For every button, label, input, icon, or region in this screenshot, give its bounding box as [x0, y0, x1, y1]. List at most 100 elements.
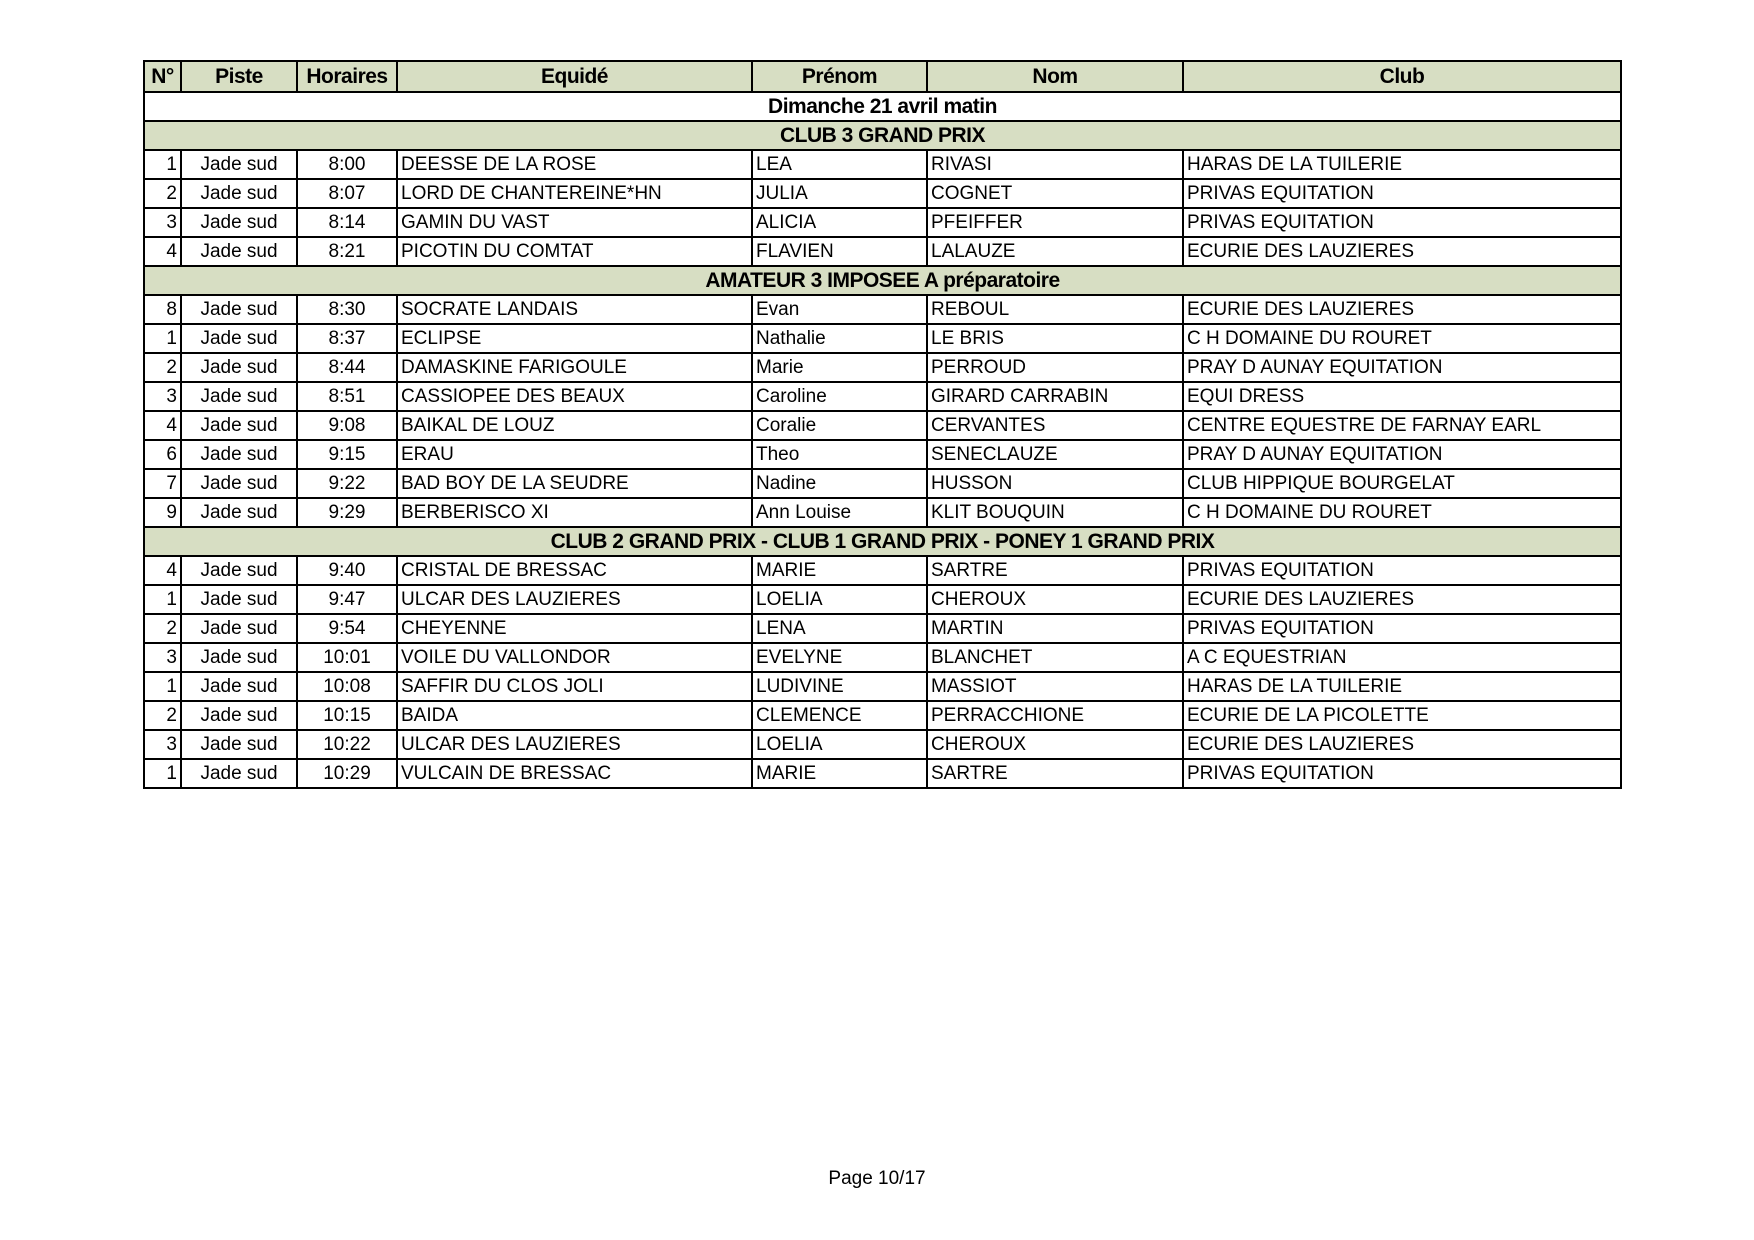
cell: ECURIE DES LAUZIERES [1182, 729, 1622, 760]
cell: PFEIFFER [926, 207, 1184, 238]
cell: BLANCHET [926, 642, 1184, 673]
entry-row: 7 Jade sud 9:22 BAD BOY DE LA SEUDRE Nadine H… [143, 468, 1622, 499]
cell: 9:29 [296, 497, 398, 528]
page-number: Page 10/17 [828, 1168, 926, 1189]
cell: Jade sud [180, 758, 298, 789]
cell: Theo [751, 439, 928, 470]
column-header: Nom [926, 60, 1184, 93]
cell: 9 [143, 497, 182, 528]
entry-row: 2 Jade sud 9:54 CHEYENNE LENA MARTIN PRIVAS EQ… [143, 613, 1622, 644]
cell: ECURIE DES LAUZIERES [1182, 584, 1622, 615]
cell: PRAY D AUNAY EQUITATION [1182, 439, 1622, 470]
cell: PRIVAS EQUITATION [1182, 758, 1622, 789]
cell: 3 [143, 729, 182, 760]
cell: 2 [143, 700, 182, 731]
entry-row: 4 Jade sud 9:40 CRISTAL DE BRESSAC MARIE SART… [143, 555, 1622, 586]
cell: PRAY D AUNAY EQUITATION [1182, 352, 1622, 383]
cell: ECURIE DES LAUZIERES [1182, 236, 1622, 267]
cell: PRIVAS EQUITATION [1182, 613, 1622, 644]
cell: 9:40 [296, 555, 398, 586]
cell: EQUI DRESS [1182, 381, 1622, 412]
cell: CRISTAL DE BRESSAC [396, 555, 753, 586]
cell: 4 [143, 236, 182, 267]
cell: HUSSON [926, 468, 1184, 499]
cell: SARTRE [926, 758, 1184, 789]
section-row: CLUB 2 GRAND PRIX - CLUB 1 GRAND PRIX - … [143, 526, 1622, 557]
cell: FLAVIEN [751, 236, 928, 267]
cell: 10:08 [296, 671, 398, 702]
cell: LEA [751, 149, 928, 180]
cell: CENTRE EQUESTRE DE FARNAY EARL [1182, 410, 1622, 441]
cell: RIVASI [926, 149, 1184, 180]
cell: LE BRIS [926, 323, 1184, 354]
cell: CASSIOPEE DES BEAUX [396, 381, 753, 412]
cell: 8:00 [296, 149, 398, 180]
entry-row: 3 Jade sud 8:51 CASSIOPEE DES BEAUX Caroline… [143, 381, 1622, 412]
cell: Jade sud [180, 236, 298, 267]
cell: 3 [143, 642, 182, 673]
cell: 1 [143, 758, 182, 789]
entry-row: 9 Jade sud 9:29 BERBERISCO XI Ann Louise KLIT… [143, 497, 1622, 528]
cell: Evan [751, 294, 928, 325]
cell: PRIVAS EQUITATION [1182, 207, 1622, 238]
entry-row: 2 Jade sud 8:44 DAMASKINE FARIGOULE Marie PER… [143, 352, 1622, 383]
day-row: Dimanche 21 avril matin [143, 91, 1622, 122]
entry-row: 1 Jade sud 9:47 ULCAR DES LAUZIERES LOELIA CH… [143, 584, 1622, 615]
cell: A C EQUESTRIAN [1182, 642, 1622, 673]
entry-row: 3 Jade sud 10:01 VOILE DU VALLONDOR EVELYNE B… [143, 642, 1622, 673]
entry-row: 1 Jade sud 10:08 SAFFIR DU CLOS JOLI LUDIVIN… [143, 671, 1622, 702]
cell: GAMIN DU VAST [396, 207, 753, 238]
cell: CLUB HIPPIQUE BOURGELAT [1182, 468, 1622, 499]
cell: 7 [143, 468, 182, 499]
cell: 2 [143, 178, 182, 209]
cell: 10:29 [296, 758, 398, 789]
cell: Jade sud [180, 584, 298, 615]
cell: 1 [143, 149, 182, 180]
table-body: Dimanche 21 avril matin CLUB 3 GRAND PRIX… [143, 91, 1622, 789]
cell: 3 [143, 381, 182, 412]
cell: PRIVAS EQUITATION [1182, 178, 1622, 209]
cell: PRIVAS EQUITATION [1182, 555, 1622, 586]
cell: HARAS DE LA TUILERIE [1182, 149, 1622, 180]
cell: CHEROUX [926, 584, 1184, 615]
day-title: Dimanche 21 avril matin [143, 91, 1622, 122]
cell: 10:22 [296, 729, 398, 760]
column-header: Prénom [751, 60, 928, 93]
cell: 1 [143, 671, 182, 702]
cell: ECLIPSE [396, 323, 753, 354]
cell: Jade sud [180, 149, 298, 180]
cell: ERAU [396, 439, 753, 470]
cell: 8:51 [296, 381, 398, 412]
cell: Nathalie [751, 323, 928, 354]
cell: BAIKAL DE LOUZ [396, 410, 753, 441]
cell: Jade sud [180, 671, 298, 702]
cell: 2 [143, 352, 182, 383]
cell: 9:15 [296, 439, 398, 470]
cell: Nadine [751, 468, 928, 499]
cell: ALICIA [751, 207, 928, 238]
cell: 6 [143, 439, 182, 470]
cell: Jade sud [180, 294, 298, 325]
cell: 10:01 [296, 642, 398, 673]
cell: 9:54 [296, 613, 398, 644]
cell: BAD BOY DE LA SEUDRE [396, 468, 753, 499]
cell: PERRACCHIONE [926, 700, 1184, 731]
cell: LORD DE CHANTEREINE*HN [396, 178, 753, 209]
section-title: CLUB 2 GRAND PRIX - CLUB 1 GRAND PRIX - … [143, 526, 1622, 557]
cell: LOELIA [751, 584, 928, 615]
cell: Marie [751, 352, 928, 383]
cell: 8:30 [296, 294, 398, 325]
cell: MASSIOT [926, 671, 1184, 702]
cell: 8:07 [296, 178, 398, 209]
cell: 2 [143, 613, 182, 644]
cell: C H DOMAINE DU ROURET [1182, 323, 1622, 354]
cell: LUDIVINE [751, 671, 928, 702]
cell: MARTIN [926, 613, 1184, 644]
cell: Jade sud [180, 700, 298, 731]
cell: Jade sud [180, 439, 298, 470]
cell: Jade sud [180, 555, 298, 586]
cell: Jade sud [180, 352, 298, 383]
cell: Jade sud [180, 323, 298, 354]
cell: ECURIE DE LA PICOLETTE [1182, 700, 1622, 731]
cell: 8:14 [296, 207, 398, 238]
